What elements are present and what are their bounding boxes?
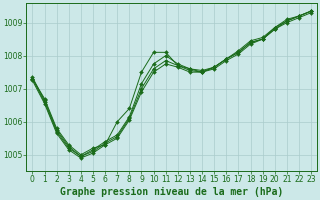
X-axis label: Graphe pression niveau de la mer (hPa): Graphe pression niveau de la mer (hPa) xyxy=(60,187,284,197)
